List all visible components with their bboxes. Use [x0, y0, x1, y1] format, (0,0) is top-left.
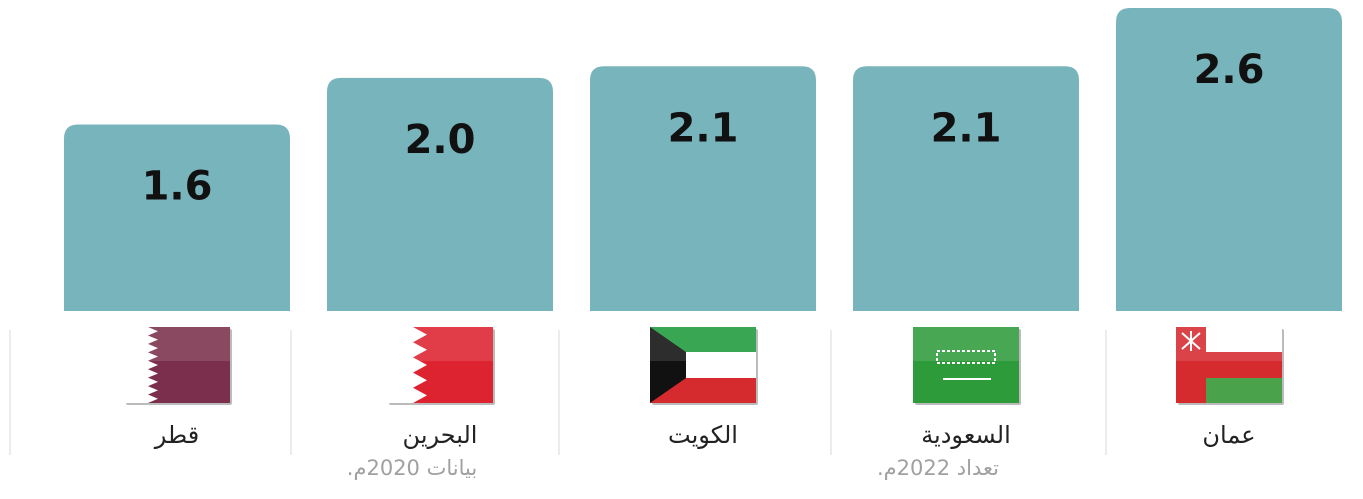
flag — [1176, 327, 1284, 405]
category-label: البحرين — [403, 421, 478, 449]
flag — [387, 327, 495, 405]
flag-gloss — [124, 327, 230, 361]
value-label: 2.1 — [931, 105, 1002, 151]
bar — [327, 77, 553, 311]
value-label: 1.6 — [142, 164, 213, 210]
category-label: عمان — [1202, 421, 1255, 449]
flag — [913, 327, 1021, 405]
flag-gloss — [387, 327, 493, 361]
flag-serration — [124, 327, 158, 403]
bar — [64, 124, 290, 312]
flag-gloss — [650, 327, 756, 361]
flag-gloss — [1176, 327, 1282, 361]
bar — [590, 66, 816, 312]
value-label: 2.6 — [1194, 47, 1265, 93]
value-label: 2.1 — [668, 105, 739, 151]
category-label: السعودية — [921, 421, 1011, 449]
flag-trapezoid — [650, 327, 686, 403]
flag — [124, 327, 232, 405]
flag-serration — [387, 327, 427, 403]
note: تعداد 2022م. — [877, 456, 999, 480]
category-label: الكويت — [668, 421, 738, 449]
flag-field — [913, 327, 1019, 403]
bar — [1116, 8, 1342, 311]
flag-gloss — [913, 327, 1019, 361]
bar — [853, 66, 1079, 312]
flag-emblem — [1181, 331, 1201, 351]
note: بيانات 2020م. — [347, 456, 477, 480]
category-label: قطر — [154, 421, 199, 449]
value-label: 2.0 — [405, 117, 476, 163]
separators — [9, 330, 1107, 455]
flag — [650, 327, 758, 405]
